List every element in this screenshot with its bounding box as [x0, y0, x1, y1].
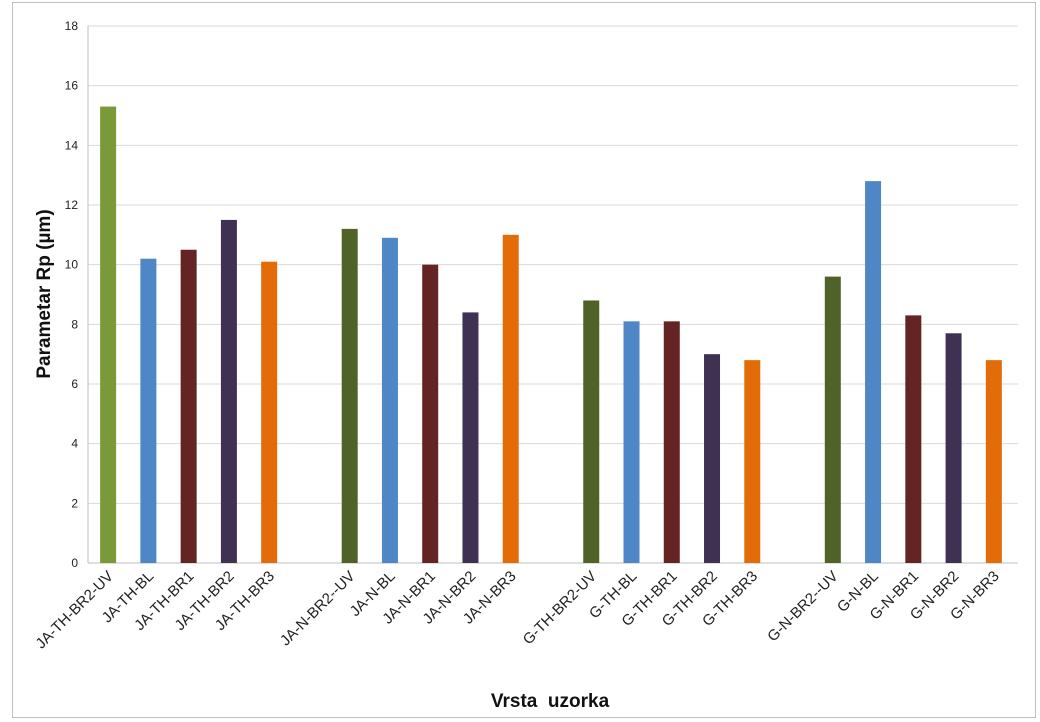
y-tick-label: 2 — [71, 496, 78, 510]
y-tick-label: 6 — [71, 377, 78, 391]
y-tick-labels: 0 2 4 6 8 10 12 14 16 18 — [65, 19, 79, 570]
y-tick-label: 16 — [65, 79, 79, 93]
bar — [502, 234, 519, 564]
bar — [744, 360, 761, 563]
bar — [100, 106, 117, 564]
bar — [341, 228, 358, 563]
bar — [704, 354, 721, 563]
y-tick-label: 4 — [71, 437, 78, 451]
bar — [220, 219, 237, 563]
bar — [985, 360, 1002, 563]
y-tick-label: 18 — [65, 19, 79, 33]
gridlines — [87, 25, 1018, 564]
bar — [865, 181, 882, 563]
x-axis-title: Vrsta uzorka — [491, 691, 610, 712]
bar — [462, 312, 479, 563]
bar — [381, 237, 398, 564]
x-tick-labels: JA-TH-BR2-UVJA-TH-BLJA-TH-BR1JA-TH-BR2JA… — [32, 568, 1002, 653]
bar — [945, 333, 962, 563]
bar — [583, 300, 600, 563]
y-tick-label: 8 — [71, 317, 78, 331]
bar — [905, 315, 922, 563]
y-tick-label: 14 — [65, 138, 79, 152]
bar — [663, 321, 680, 563]
bar — [140, 258, 157, 563]
y-tick-label: 12 — [65, 198, 79, 212]
bar — [261, 261, 278, 563]
bar — [824, 276, 841, 563]
y-tick-label: 10 — [65, 258, 79, 272]
bar — [422, 264, 439, 563]
bar — [623, 321, 640, 563]
x-tick-label: G-N-BR2--UV — [764, 568, 841, 645]
y-axis-title: Parametar Rp (µm) — [34, 209, 55, 378]
y-tick-label: 0 — [71, 556, 78, 570]
bars — [100, 106, 1002, 564]
bar — [180, 249, 197, 563]
